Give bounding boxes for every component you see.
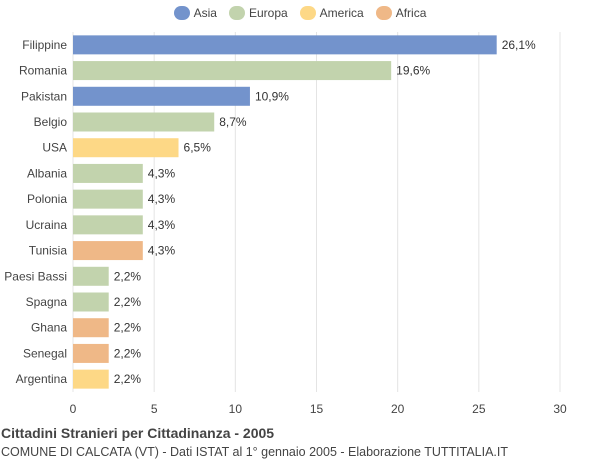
bar-usa bbox=[73, 138, 179, 158]
category-label: Paesi Bassi bbox=[4, 269, 67, 283]
x-tick-label: 5 bbox=[151, 402, 158, 416]
legend-item-europa: Europa bbox=[228, 6, 288, 20]
x-tick-label: 10 bbox=[229, 402, 243, 416]
bar-pakistan bbox=[73, 86, 250, 106]
legend-swatch bbox=[375, 6, 392, 20]
bar-filippine bbox=[73, 35, 497, 55]
legend-swatch bbox=[299, 6, 316, 20]
legend-label: America bbox=[319, 6, 364, 20]
category-label: Argentina bbox=[16, 372, 68, 386]
value-label: 19,6% bbox=[396, 64, 430, 78]
value-label: 2,2% bbox=[114, 269, 142, 283]
value-label: 4,3% bbox=[148, 192, 176, 206]
value-label: 26,1% bbox=[502, 38, 536, 52]
category-label: Romania bbox=[19, 64, 67, 78]
bar-ucraina bbox=[73, 215, 143, 235]
x-tick-label: 20 bbox=[391, 402, 405, 416]
legend-label: Asia bbox=[193, 6, 217, 20]
value-label: 2,2% bbox=[114, 346, 142, 360]
chart-title: Cittadini Stranieri per Cittadinanza - 2… bbox=[1, 425, 275, 441]
value-label: 2,2% bbox=[114, 372, 142, 386]
x-tick-label: 25 bbox=[472, 402, 486, 416]
bar-chart: 0 5 10 15 20 25 30 Filippine 26,1% Romania 19,6% Pa… bbox=[4, 32, 567, 416]
legend-item-america: America bbox=[299, 6, 364, 20]
category-label: Pakistan bbox=[21, 89, 67, 103]
value-label: 4,3% bbox=[148, 166, 176, 180]
category-label: Ghana bbox=[31, 321, 67, 335]
value-label: 10,9% bbox=[255, 89, 289, 103]
bar-romania bbox=[73, 61, 392, 81]
bar-argentina bbox=[73, 369, 109, 389]
legend-swatch bbox=[228, 6, 245, 20]
bar-paesi-bassi bbox=[73, 266, 109, 286]
x-tick-label: 30 bbox=[553, 402, 567, 416]
category-label: Polonia bbox=[27, 192, 67, 206]
value-label: 4,3% bbox=[148, 218, 176, 232]
legend-item-asia: Asia bbox=[173, 6, 217, 20]
value-label: 2,2% bbox=[114, 295, 142, 309]
category-label: Spagna bbox=[26, 295, 68, 309]
bar-albania bbox=[73, 163, 143, 183]
category-label: USA bbox=[42, 141, 67, 155]
category-label: Albania bbox=[27, 166, 67, 180]
legend-label: Europa bbox=[248, 6, 288, 20]
value-label: 8,7% bbox=[219, 115, 247, 129]
x-tick-label: 0 bbox=[70, 402, 77, 416]
bar-spagna bbox=[73, 292, 109, 312]
legend-swatch bbox=[173, 6, 190, 20]
bar-polonia bbox=[73, 189, 143, 209]
category-label: Senegal bbox=[23, 346, 67, 360]
value-label: 2,2% bbox=[114, 321, 142, 335]
bar-senegal bbox=[73, 343, 109, 363]
bar-belgio bbox=[73, 112, 215, 132]
bar-ghana bbox=[73, 318, 109, 338]
legend-label: Africa bbox=[395, 6, 427, 20]
x-tick-label: 15 bbox=[310, 402, 324, 416]
value-label: 6,5% bbox=[184, 141, 212, 155]
category-label: Ucraina bbox=[26, 218, 68, 232]
category-label: Filippine bbox=[22, 38, 67, 52]
chart-subtitle: COMUNE DI CALCATA (VT) - Dati ISTAT al 1… bbox=[1, 445, 509, 459]
bar-tunisia bbox=[73, 241, 143, 261]
legend-item-africa: Africa bbox=[375, 6, 427, 20]
value-label: 4,3% bbox=[148, 244, 176, 258]
category-label: Tunisia bbox=[29, 244, 68, 258]
category-label: Belgio bbox=[34, 115, 68, 129]
legend: Asia Europa America Africa bbox=[0, 6, 600, 20]
